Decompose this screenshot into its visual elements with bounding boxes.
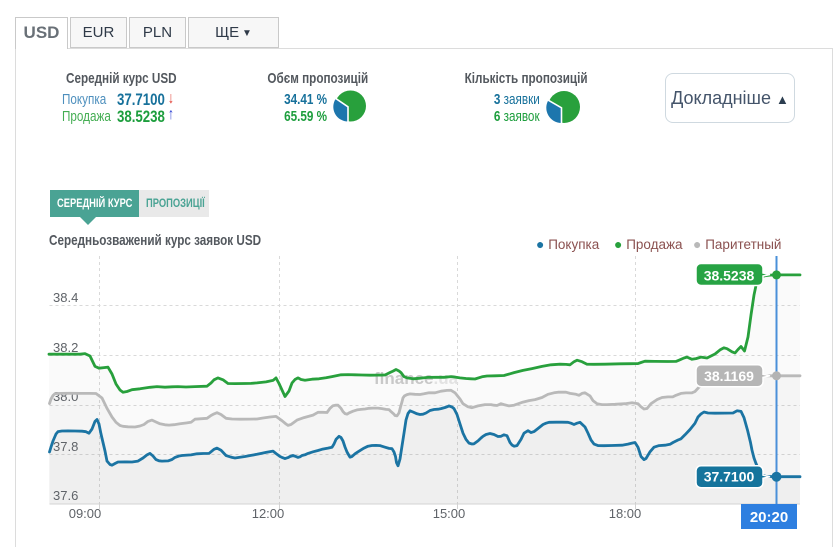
svg-text:38.1169: 38.1169 (704, 368, 754, 384)
svg-text:38.4: 38.4 (53, 290, 78, 305)
svg-text:09:00: 09:00 (69, 506, 102, 521)
svg-text:37.8: 37.8 (53, 439, 78, 454)
svg-text:20:20: 20:20 (750, 509, 788, 526)
svg-text:38.0: 38.0 (53, 389, 78, 404)
svg-text:38.5238: 38.5238 (704, 267, 755, 283)
svg-text:12:00: 12:00 (252, 506, 285, 521)
svg-text:15:00: 15:00 (433, 506, 466, 521)
svg-text:38.2: 38.2 (53, 340, 78, 355)
svg-text:37.6: 37.6 (53, 488, 78, 503)
svg-text:18:00: 18:00 (609, 506, 642, 521)
svg-text:37.7100: 37.7100 (704, 469, 755, 485)
